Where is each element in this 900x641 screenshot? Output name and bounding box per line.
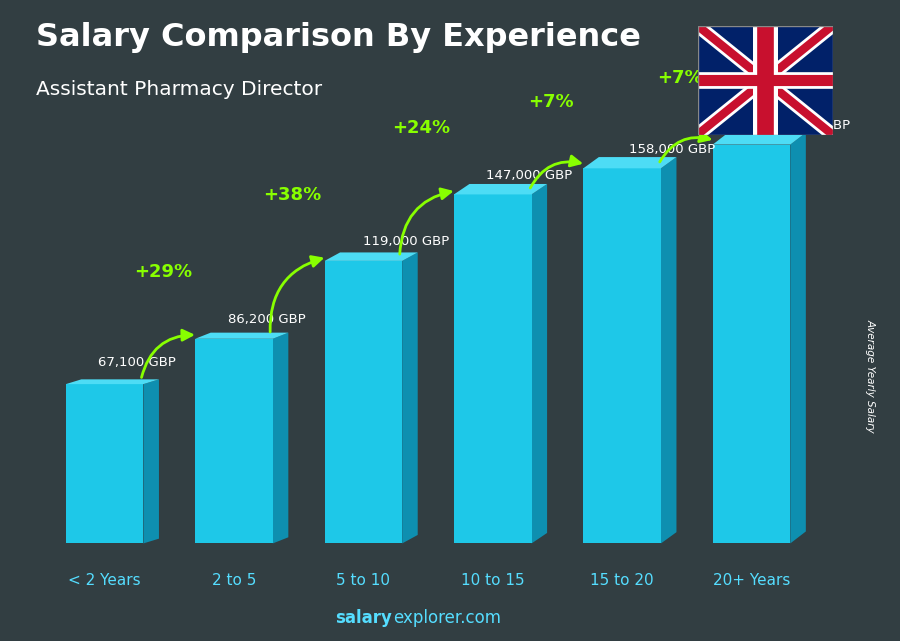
Text: Average Yearly Salary: Average Yearly Salary xyxy=(866,319,876,433)
Text: 10 to 15: 10 to 15 xyxy=(461,573,525,588)
Text: 2 to 5: 2 to 5 xyxy=(212,573,256,588)
Text: +7%: +7% xyxy=(658,69,703,87)
Text: 158,000 GBP: 158,000 GBP xyxy=(628,143,715,156)
Text: 67,100 GBP: 67,100 GBP xyxy=(98,356,176,369)
Text: +7%: +7% xyxy=(528,93,574,111)
Text: 5 to 10: 5 to 10 xyxy=(337,573,391,588)
Polygon shape xyxy=(454,184,547,194)
Polygon shape xyxy=(66,379,159,384)
Bar xyxy=(66,384,143,544)
Text: +29%: +29% xyxy=(134,263,192,281)
Text: < 2 Years: < 2 Years xyxy=(68,573,141,588)
Bar xyxy=(195,339,273,544)
Polygon shape xyxy=(583,157,677,169)
Polygon shape xyxy=(195,333,288,339)
Text: 147,000 GBP: 147,000 GBP xyxy=(486,169,572,182)
Polygon shape xyxy=(713,133,806,145)
Text: salary: salary xyxy=(335,609,392,627)
Text: 168,000 GBP: 168,000 GBP xyxy=(764,119,850,132)
Polygon shape xyxy=(143,379,159,544)
Text: 15 to 20: 15 to 20 xyxy=(590,573,654,588)
Text: Salary Comparison By Experience: Salary Comparison By Experience xyxy=(36,22,641,53)
Text: explorer.com: explorer.com xyxy=(393,609,501,627)
Polygon shape xyxy=(661,157,677,544)
Bar xyxy=(325,261,402,544)
Polygon shape xyxy=(273,333,288,544)
Polygon shape xyxy=(402,253,418,544)
Bar xyxy=(454,194,532,544)
Text: +24%: +24% xyxy=(392,119,451,137)
Bar xyxy=(713,145,790,544)
Text: Assistant Pharmacy Director: Assistant Pharmacy Director xyxy=(36,80,322,99)
Polygon shape xyxy=(325,253,418,261)
Polygon shape xyxy=(532,184,547,544)
Text: 86,200 GBP: 86,200 GBP xyxy=(228,313,305,326)
Text: +38%: +38% xyxy=(263,186,321,204)
Bar xyxy=(583,169,661,544)
Polygon shape xyxy=(790,133,806,544)
Text: 119,000 GBP: 119,000 GBP xyxy=(364,235,450,249)
Text: 20+ Years: 20+ Years xyxy=(713,573,790,588)
